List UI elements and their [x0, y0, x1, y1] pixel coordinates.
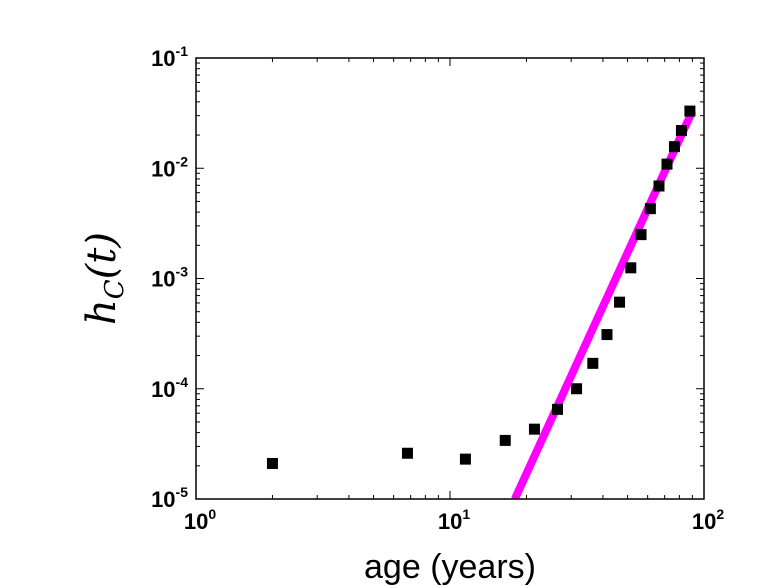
- x-tick-label: 101: [438, 506, 470, 534]
- data-point: [459, 453, 471, 465]
- data-point: [614, 296, 626, 308]
- data-point: [653, 180, 665, 192]
- data-point: [635, 229, 647, 241]
- data-point: [266, 457, 278, 469]
- y-axis-label-sub: C: [100, 279, 130, 299]
- y-axis-label-rest: (t): [79, 232, 125, 279]
- data-point: [552, 403, 564, 415]
- data-point: [601, 329, 613, 341]
- x-tick-label: 102: [692, 506, 724, 534]
- data-point: [684, 105, 696, 117]
- data-point: [675, 124, 687, 136]
- plot-area: [196, 58, 704, 499]
- y-tick-label: 10-1: [151, 43, 188, 71]
- axis-labels-layer: age (years) hC(t): [79, 232, 536, 586]
- fit-line-layer: [511, 109, 697, 499]
- ticks-layer: 100 101 102 10-5 10-4 10-3 10-2 10-1: [151, 43, 724, 534]
- y-axis-label-main: h: [79, 299, 125, 325]
- plot-background: [196, 58, 704, 499]
- y-tick-label: 10-2: [151, 153, 188, 181]
- fit-line: [511, 109, 697, 499]
- data-point: [668, 141, 680, 153]
- data-point: [587, 357, 599, 369]
- data-point: [644, 203, 656, 215]
- data-point: [625, 262, 637, 274]
- data-point: [401, 447, 413, 459]
- x-tick-label: 100: [184, 506, 216, 534]
- data-point: [661, 158, 673, 170]
- data-point: [528, 423, 540, 435]
- data-point: [499, 434, 511, 446]
- x-axis-label: age (years): [364, 548, 536, 586]
- y-tick-label: 10-5: [151, 484, 188, 512]
- data-points-layer: [266, 105, 696, 469]
- data-point: [571, 383, 583, 395]
- y-tick-label: 10-4: [151, 374, 188, 402]
- y-axis-label: hC(t): [79, 232, 130, 325]
- y-tick-label: 10-3: [151, 264, 188, 292]
